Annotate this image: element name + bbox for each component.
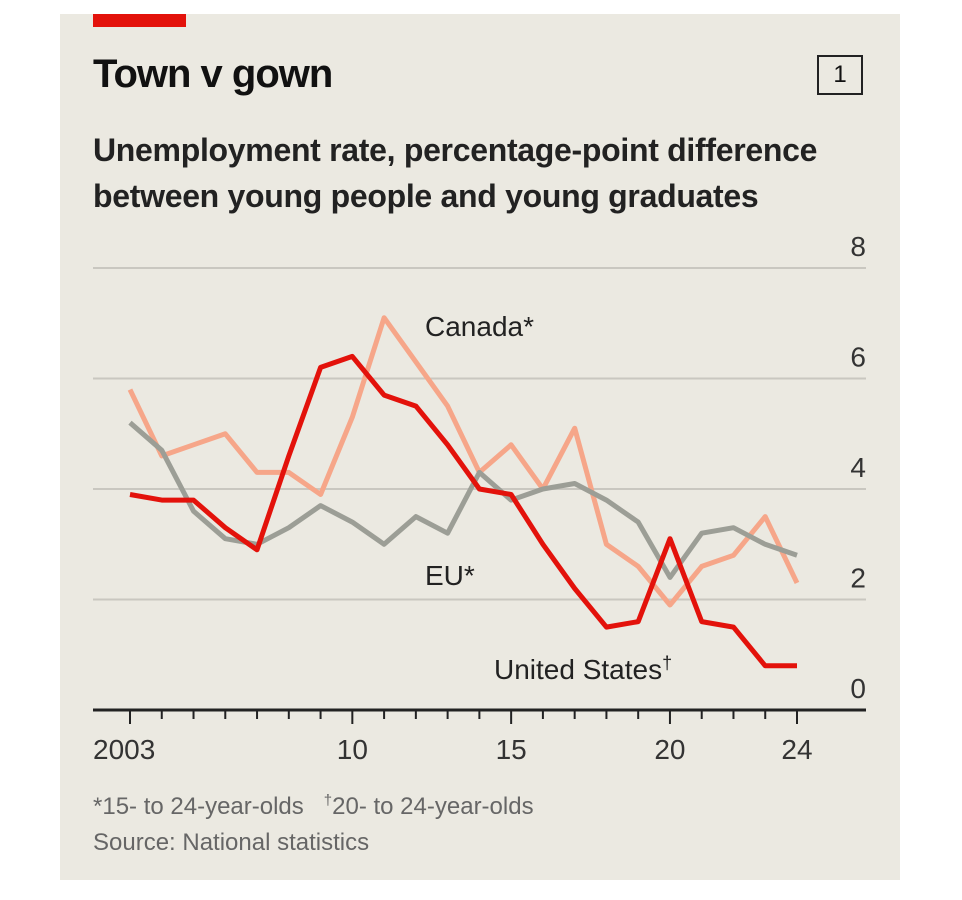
series-line-eu xyxy=(128,420,798,580)
y-tick-label-6: 6 xyxy=(850,342,866,373)
footnote-dagger-mark: † xyxy=(323,792,333,809)
x-tick-label-2024: 24 xyxy=(781,734,812,765)
y-tick-label-0: 0 xyxy=(850,673,866,704)
footnote-dagger: 20- to 24-year-olds xyxy=(332,793,534,820)
chart-subtitle: Unemployment rate, percentage-point diff… xyxy=(93,132,818,214)
series-label-united-states: United States† xyxy=(494,653,672,685)
series-label-eu: EU* xyxy=(425,560,475,591)
chart-title: Town v gown xyxy=(93,52,333,96)
brand-accent-bar xyxy=(93,14,186,27)
chart-number-badge: 1 xyxy=(817,55,863,95)
series-line-united-states xyxy=(129,353,797,669)
x-tick-label-2020: 20 xyxy=(654,734,685,765)
x-tick-label-2010: 10 xyxy=(337,734,368,765)
y-tick-label-8: 8 xyxy=(850,231,866,262)
y-tick-label-4: 4 xyxy=(850,452,866,483)
source-note: Source: National statistics xyxy=(93,829,370,856)
x-tick-label-2015: 15 xyxy=(496,734,527,765)
series-label-canada: Canada* xyxy=(425,311,534,342)
footnote: *15- to 24-year-olds †20- to 24-year-old… xyxy=(93,792,534,821)
footnote-star: *15- to 24-year-olds xyxy=(93,793,304,820)
x-tick-label-2003: 2003 xyxy=(93,734,155,765)
chart-panel xyxy=(60,14,900,880)
y-tick-label-2: 2 xyxy=(850,563,866,594)
